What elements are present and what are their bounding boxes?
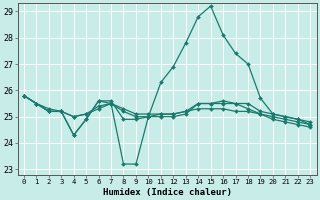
X-axis label: Humidex (Indice chaleur): Humidex (Indice chaleur) (103, 188, 232, 197)
